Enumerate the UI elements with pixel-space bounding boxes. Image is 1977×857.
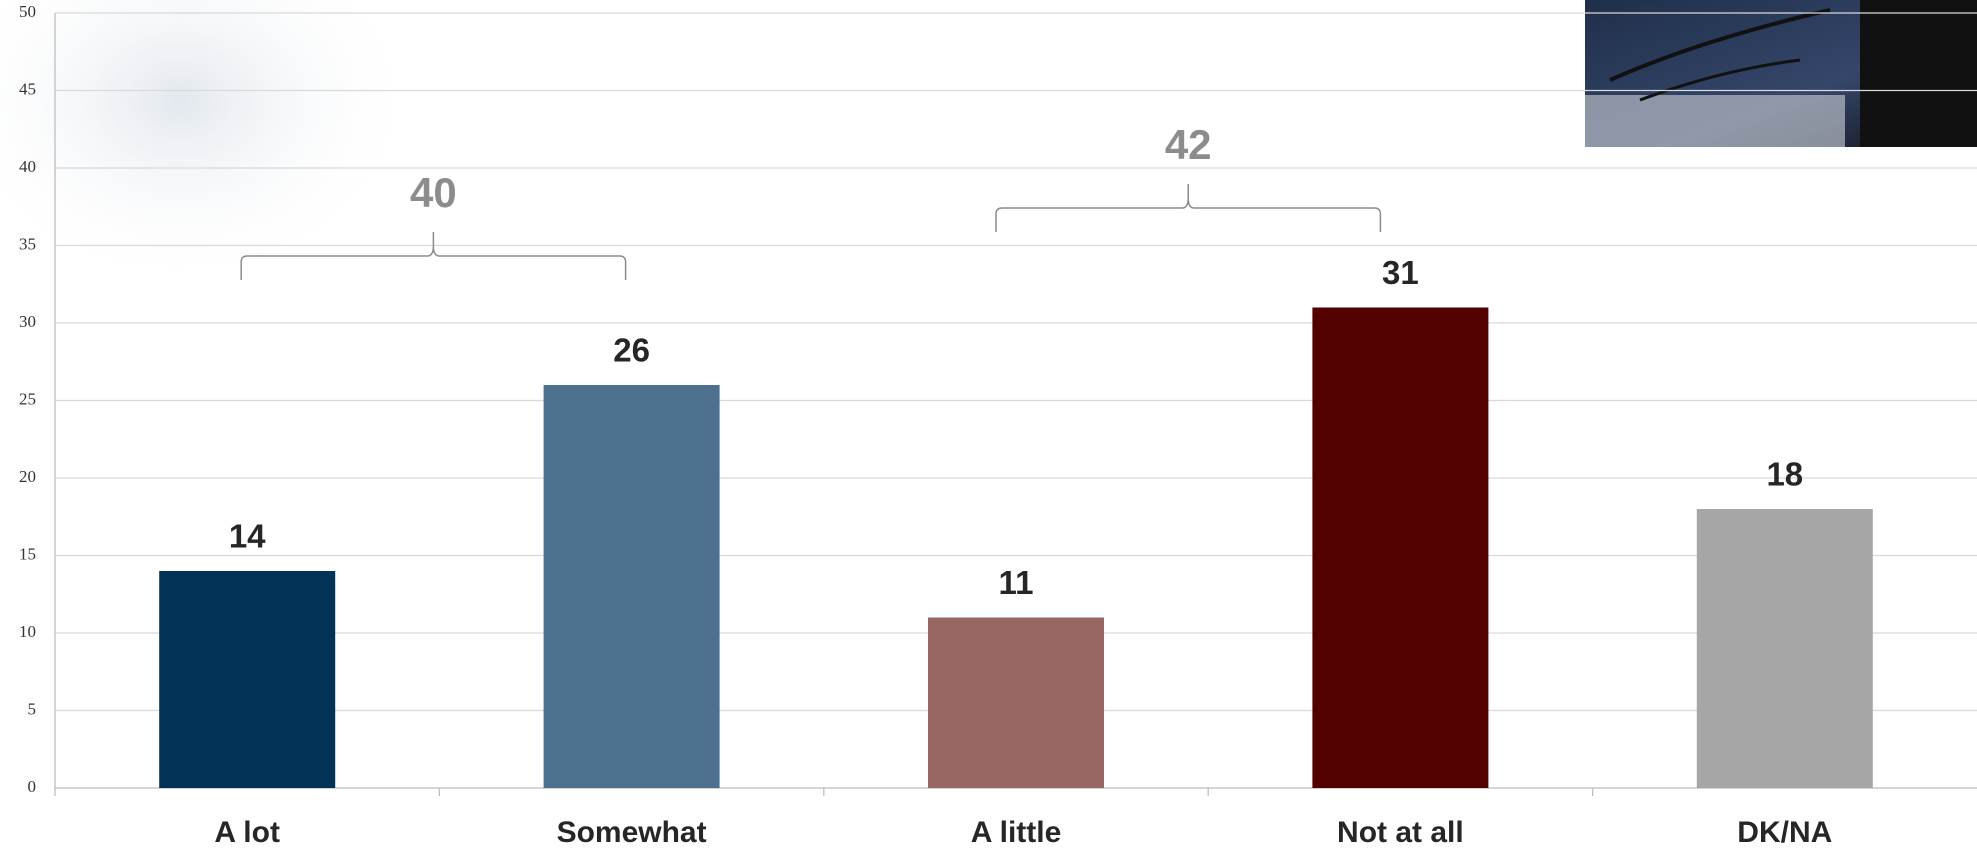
y-tick-label: 10 (19, 622, 36, 641)
y-tick-label: 25 (19, 389, 36, 408)
bracket (995, 184, 1382, 232)
photo (1585, 0, 1977, 147)
bar (159, 571, 336, 788)
x-tick-label: Somewhat (557, 816, 707, 849)
x-tick-label: DK/NA (1737, 816, 1832, 849)
y-tick-label: 35 (19, 234, 36, 253)
bar (1696, 509, 1873, 788)
y-tick-label: 45 (19, 79, 36, 98)
bracket-label: 42 (1165, 121, 1212, 168)
background-decoration (0, 0, 420, 290)
bar (543, 385, 720, 788)
y-tick-label: 5 (28, 699, 37, 718)
y-tick-label: 15 (19, 544, 36, 563)
bar (928, 617, 1104, 788)
x-tick-label: Not at all (1337, 816, 1464, 849)
plot-area: 0 5 10 15 20 25 30 35 40 45 50 A lot 14 Somewhat 26 A l… (19, 2, 1977, 849)
x-tick-label: A lot (214, 816, 280, 849)
value-label: 26 (613, 332, 650, 369)
bracket (240, 232, 627, 280)
x-tick-label: A little (971, 816, 1062, 849)
y-tick-label: 40 (19, 157, 36, 176)
value-label: 14 (229, 518, 266, 555)
y-tick-label: 50 (19, 2, 36, 21)
y-tick-label: 20 (19, 467, 36, 486)
bracket-label: 40 (410, 169, 457, 216)
value-label: 11 (999, 564, 1034, 601)
bar (1312, 307, 1489, 788)
y-tick-label: 30 (19, 312, 36, 331)
value-label: 31 (1382, 254, 1419, 291)
y-tick-label: 0 (28, 777, 37, 796)
value-label: 18 (1766, 456, 1803, 493)
